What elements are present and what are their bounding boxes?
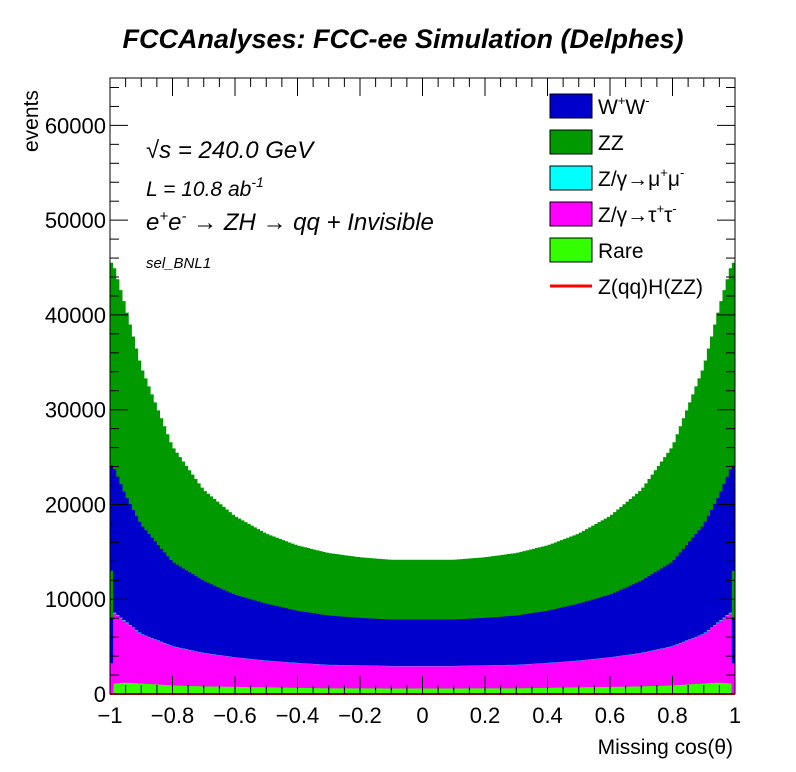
x-tick-label: 0.4 [532, 703, 563, 728]
legend-label: Rare [598, 240, 644, 263]
lumi-exponent: -1 [251, 174, 263, 190]
process-annotation: e+e- → ZH → qq + Invisible [146, 208, 434, 236]
edge-bin [110, 663, 114, 694]
selection-annotation: sel_BNL1 [146, 255, 211, 272]
legend: W+W- ZZ Z/γ→μ+μ- Z/γ→τ+τ- Rare Z(qq)H(ZZ) [549, 93, 703, 299]
legend-label: W+W- [598, 93, 650, 119]
x-tick-label: −0.8 [151, 703, 194, 728]
x-tick-label: −0.4 [276, 703, 319, 728]
x-tick-label: 0.2 [470, 703, 501, 728]
y-axis: 0 10000 20000 30000 40000 50000 60000 [45, 86, 735, 707]
y-tick-label: 40000 [45, 303, 106, 328]
legend-swatch [549, 93, 593, 119]
y-tick-label: 50000 [45, 208, 106, 233]
y-tick-label: 60000 [45, 113, 106, 138]
legend-swatch [549, 165, 593, 191]
x-tick-label: 0.8 [657, 703, 688, 728]
series-area-zz [110, 262, 735, 694]
process-sup2: - [181, 208, 186, 225]
y-tick-label: 10000 [45, 587, 106, 612]
y-axis-title: events [20, 90, 43, 152]
y-tick-label: 20000 [45, 492, 106, 517]
series-area-w-w- [110, 465, 735, 694]
sqrt-s-annotation: √s = 240.0 GeV [146, 137, 315, 164]
y-tick-label: 30000 [45, 398, 106, 423]
process-e1: e [146, 209, 159, 236]
chart-title: FCCAnalyses: FCC-ee Simulation (Delphes) [122, 24, 683, 54]
legend-swatch [549, 201, 593, 227]
legend-swatch [549, 129, 593, 155]
series-area-z- [110, 612, 735, 694]
luminosity-annotation: L = 10.8 ab-1 [146, 174, 264, 201]
legend-label: Z/γ→τ+τ- [598, 201, 677, 227]
legend-swatch [549, 237, 593, 263]
legend-label: Z(qq)H(ZZ) [598, 276, 703, 299]
x-axis: −1 −0.8 −0.6 −0.4 −0.2 0 0.2 0.4 0.6 0.8 1 [97, 78, 741, 728]
x-axis-title: Missing cos(θ) [598, 736, 733, 759]
x-tick-label: −0.2 [338, 703, 381, 728]
legend-label: Z/γ→μ+μ- [598, 165, 684, 191]
sqrt-s-value: = 240.0 GeV [171, 137, 315, 164]
y-tick-label: 0 [94, 682, 106, 707]
edge-bin [731, 663, 735, 694]
x-tick-label: −0.6 [213, 703, 256, 728]
x-tick-label: 1 [729, 703, 741, 728]
x-tick-label: 0 [416, 703, 428, 728]
x-tick-label: 0.6 [595, 703, 626, 728]
stacked-histogram [110, 262, 735, 695]
legend-label: ZZ [598, 132, 624, 155]
process-e2: e [168, 209, 181, 236]
sqrt-s-symbol: √s [146, 137, 171, 164]
process-rest: → ZH → qq + Invisible [186, 209, 433, 236]
lumi-prefix: L = 10.8 ab [146, 178, 252, 201]
x-tick-label: −1 [97, 703, 122, 728]
process-sup1: + [159, 208, 168, 225]
